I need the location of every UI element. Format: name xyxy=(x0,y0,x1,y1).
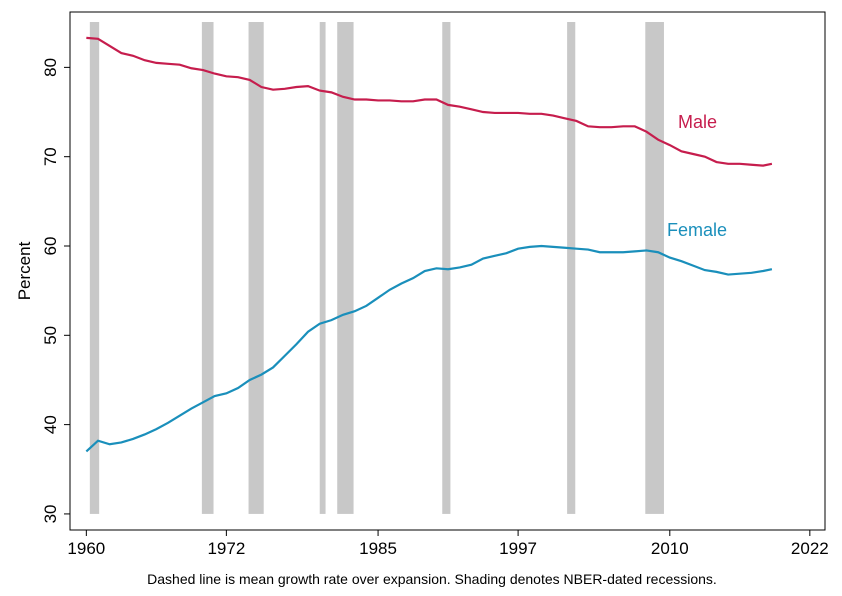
series-line xyxy=(86,36,773,167)
recession-band xyxy=(337,22,354,514)
x-tick-label: 1960 xyxy=(67,539,105,558)
note: Dashed line is mean growth rate over exp… xyxy=(147,571,717,587)
plot-frame xyxy=(69,11,826,531)
y-tick-label: 70 xyxy=(41,147,60,166)
x-tick-label: 1997 xyxy=(499,539,537,558)
recession-band xyxy=(248,22,264,514)
recession-band xyxy=(89,22,100,514)
x-tick-label: 2010 xyxy=(651,539,689,558)
recession-band xyxy=(319,22,326,514)
x-tick-label: 2022 xyxy=(791,539,829,558)
series-label: Female xyxy=(667,220,727,240)
recession-band xyxy=(201,22,214,514)
y-tick-label: 40 xyxy=(41,415,60,434)
y-tick-label: 50 xyxy=(41,326,60,345)
recession-band xyxy=(645,22,664,514)
recession-band xyxy=(567,22,576,514)
recession-band xyxy=(442,22,451,514)
series-label: Male xyxy=(678,112,717,132)
y-axis-label: Percent xyxy=(15,241,34,300)
y-tick-label: 80 xyxy=(41,58,60,77)
series-line xyxy=(85,244,773,453)
x-tick-label: 1972 xyxy=(207,539,245,558)
x-tick-label: 1985 xyxy=(359,539,397,558)
y-tick-label: 60 xyxy=(41,237,60,256)
y-tick-label: 30 xyxy=(41,504,60,523)
